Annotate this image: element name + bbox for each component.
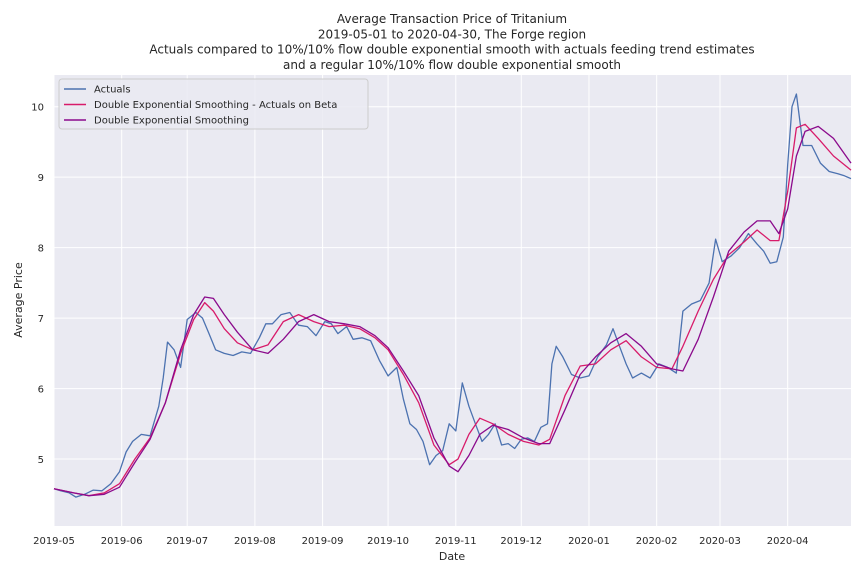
x-tick-label: 2019-12 [500, 536, 542, 547]
series-lines [53, 93, 852, 498]
series-line-0 [53, 93, 852, 498]
x-tick-label: 2019-08 [234, 536, 276, 547]
plot-area [54, 75, 851, 526]
y-axis-ticks: 5 6 7 8 9 10 [31, 103, 44, 466]
x-tick-label: 2019-05 [33, 536, 75, 547]
y-axis-label: Average Price [12, 262, 25, 338]
x-tick-label: 2019-09 [302, 536, 344, 547]
title-line: and a regular 10%/10% flow double expone… [283, 58, 621, 72]
title-line: Actuals compared to 10%/10% flow double … [149, 43, 754, 57]
x-tick-label: 2019-07 [166, 536, 208, 547]
title-line: 2019-05-01 to 2020-04-30, The Forge regi… [318, 27, 586, 41]
x-tick-label: 2020-03 [699, 536, 741, 547]
y-tick-label: 9 [38, 173, 44, 184]
series-line-2 [53, 125, 852, 497]
legend-label: Double Exponential Smoothing - Actuals o… [94, 100, 337, 111]
series-line-1 [53, 123, 852, 497]
x-axis-label: Date [439, 550, 466, 563]
x-tick-label: 2020-02 [636, 536, 678, 547]
legend-label: Actuals [94, 85, 131, 96]
legend-box [58, 78, 369, 130]
y-tick-label: 10 [31, 103, 44, 114]
legend-label: Double Exponential Smoothing [94, 116, 249, 127]
y-tick-label: 7 [38, 314, 44, 325]
y-tick-label: 8 [38, 244, 44, 255]
x-tick-label: 2020-01 [568, 536, 610, 547]
x-tick-label: 2019-10 [367, 536, 409, 547]
grid [53, 75, 851, 526]
legend: Actuals Double Exponential Smoothing - Ac… [58, 78, 369, 130]
y-tick-label: 6 [38, 385, 44, 396]
chart-title: Average Transaction Price of Tritanium20… [149, 12, 754, 72]
y-tick-label: 5 [38, 455, 44, 466]
x-tick-label: 2020-04 [767, 536, 809, 547]
title-line: Average Transaction Price of Tritanium [337, 12, 567, 26]
x-axis-ticks: 2019-05 2019-06 2019-07 2019-08 2019-09 2019-… [33, 536, 808, 547]
x-tick-label: 2019-06 [101, 536, 143, 547]
x-tick-label: 2019-11 [435, 536, 477, 547]
